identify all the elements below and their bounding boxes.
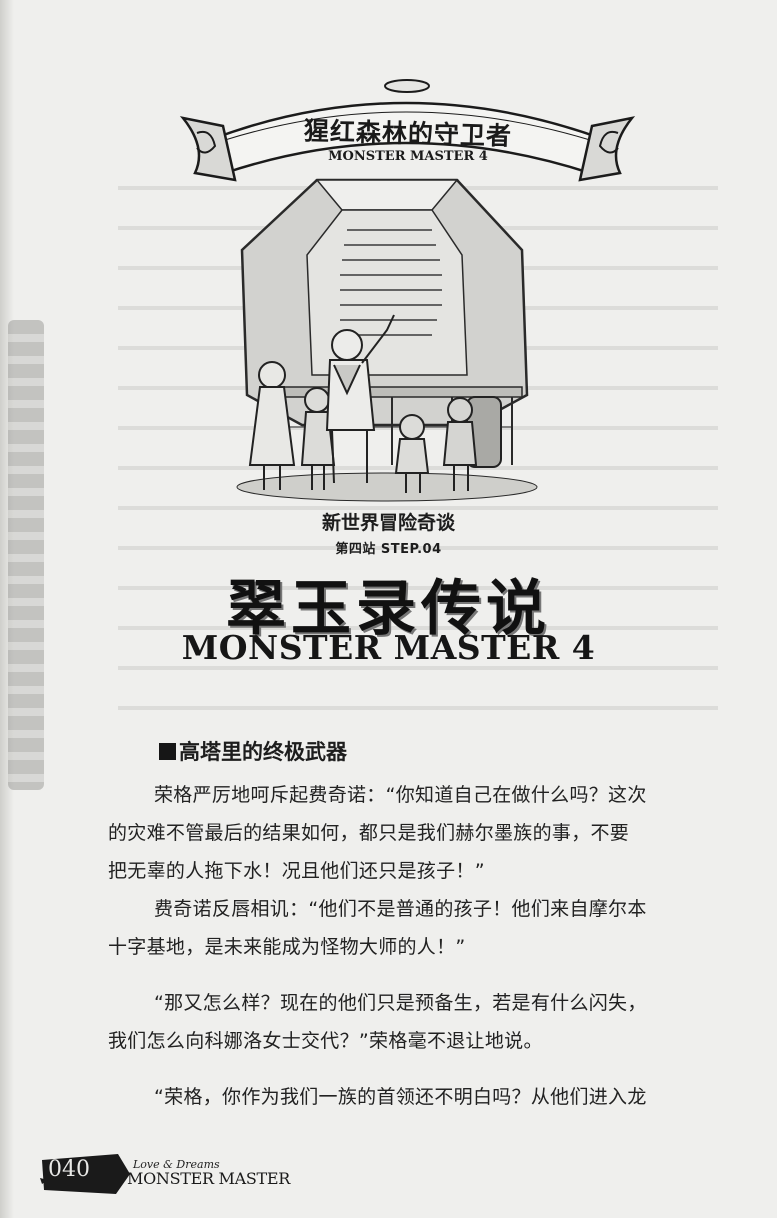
page-number: 040 [48,1157,90,1182]
paragraph: “那又怎么样？现在的他们只是预备生，若是有什么闪失， 我们怎么向科娜洛女士交代？… [108,984,712,1060]
chapter-title: 翠玉录传说 [226,574,551,644]
paragraph: 费奇诺反唇相讥：“他们不是普通的孩子！他们来自摩尔本 十字基地，是未来能成为怪物… [108,890,712,966]
paragraph: “荣格，你作为我们一族的首领还不明白吗？从他们进入龙 [108,1078,712,1116]
text-line: 把无辜的人拖下水！况且他们还只是孩子！” [108,860,485,882]
page-number-brush-badge [40,1154,130,1194]
paragraph: 荣格严厉地呵斥起费奇诺：“你知道自己在做什么吗？这次 的灾难不管最后的结果如何，… [108,776,712,890]
text-line: 荣格严厉地呵斥起费奇诺：“你知道自己在做什么吗？这次 [154,784,647,806]
text-line: “荣格，你作为我们一族的首领还不明白吗？从他们进入龙 [154,1086,647,1108]
text-line: 十字基地，是未来能成为怪物大师的人！” [108,936,466,958]
banner-subtitle: MONSTER MASTER 4 [328,149,488,164]
footer-tagline: Love & Dreams [133,1158,220,1171]
step-label: 第四站 STEP.04 [335,542,442,557]
section-title: 高塔里的终极武器 [179,740,347,764]
crystal-tablet-illustration [236,178,538,502]
section-heading: 高塔里的终极武器 [159,736,347,766]
text-line: 我们怎么向科娜洛女士交代？”荣格毫不退让地说。 [108,1030,543,1052]
spine-shadow [0,0,14,1218]
text-line: “那又怎么样？现在的他们只是预备生，若是有什么闪失， [154,992,647,1014]
footer-brand: MONSTER MASTER [127,1169,291,1188]
text-line: 的灾难不管最后的结果如何，都只是我们赫尔墨族的事，不要 [108,822,630,844]
banner-scroll [179,79,636,182]
text-line: 费奇诺反唇相讥：“他们不是普通的孩子！他们来自摩尔本 [154,898,647,920]
previous-page-bleed [8,320,44,790]
banner-title: 猩红森林的守卫者 [303,116,513,151]
square-bullet-icon [159,743,176,760]
series-title: 新世界冒险奇谈 [321,512,455,534]
chapter-subtitle: MONSTER MASTER 4 [181,628,596,667]
